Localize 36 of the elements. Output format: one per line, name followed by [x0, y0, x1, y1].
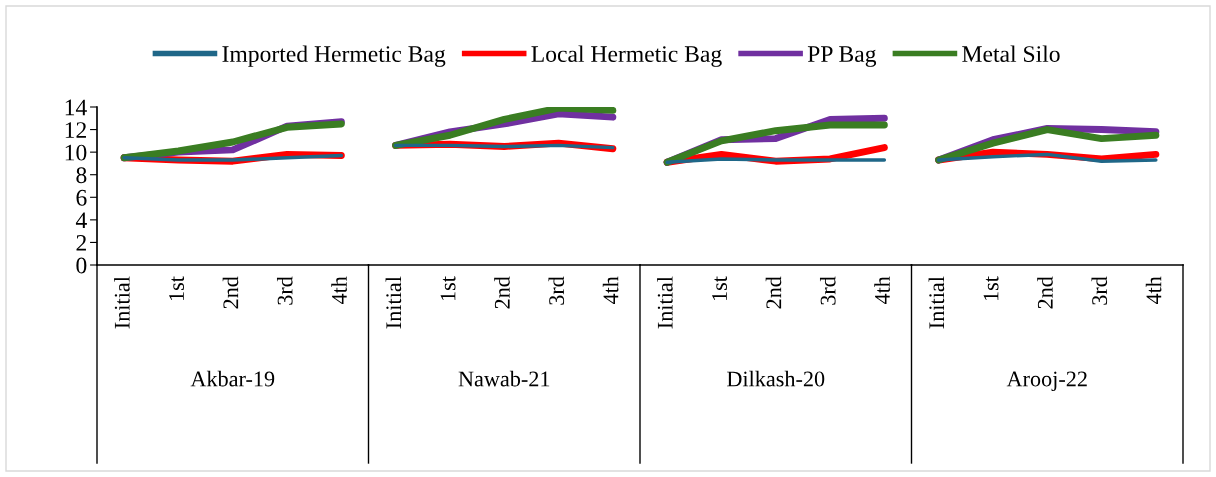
legend-label: Metal Silo: [962, 45, 1060, 63]
x-axis-title: Akbar-19: [190, 370, 275, 387]
y-tick-label: 14: [65, 99, 87, 116]
x-tick-label: Initial: [928, 276, 945, 329]
x-tick-label: 3rd: [276, 276, 293, 305]
x-tick-label: 2nd: [494, 276, 510, 309]
x-tick-label: 3rd: [548, 276, 565, 305]
y-tick-label: 12: [65, 122, 86, 138]
x-tick-label: 4th: [1145, 276, 1162, 305]
x-axis-title: Nawab-21: [458, 370, 550, 387]
x-tick-label: 1st: [440, 276, 456, 301]
x-tick-label: Initial: [114, 276, 130, 329]
legend-label: Imported Hermetic Bag: [222, 45, 446, 67]
y-tick-label: 2: [76, 234, 86, 251]
y-tick-label: 4: [75, 212, 87, 229]
x-tick-label: 4th: [331, 276, 347, 305]
y-tick-label: 0: [76, 257, 87, 274]
x-tick-label: 1st: [983, 276, 999, 301]
x-tick-label: 2nd: [1037, 276, 1053, 309]
x-tick-label: Initial: [385, 276, 402, 329]
x-tick-label: 4th: [602, 276, 619, 305]
x-tick-label: 3rd: [819, 276, 836, 305]
x-tick-label: 3rd: [1091, 276, 1108, 305]
x-tick-label: 2nd: [765, 276, 782, 309]
legend-label: Local Hermetic Bag: [531, 45, 722, 67]
x-tick-label: 4th: [874, 276, 890, 305]
x-tick-label: 2nd: [222, 276, 239, 309]
y-tick-label: 8: [76, 167, 87, 184]
x-tick-label: 1st: [712, 276, 728, 301]
x-tick-label: Initial: [657, 276, 673, 329]
x-axis-title: Arooj-22: [1006, 371, 1087, 391]
x-axis-title: Dilkash-20: [727, 370, 825, 387]
x-tick-label: 1st: [169, 276, 185, 301]
legend-label: PP Bag: [807, 46, 877, 67]
y-tick-label: 10: [65, 144, 87, 161]
y-tick-label: 6: [76, 189, 87, 206]
